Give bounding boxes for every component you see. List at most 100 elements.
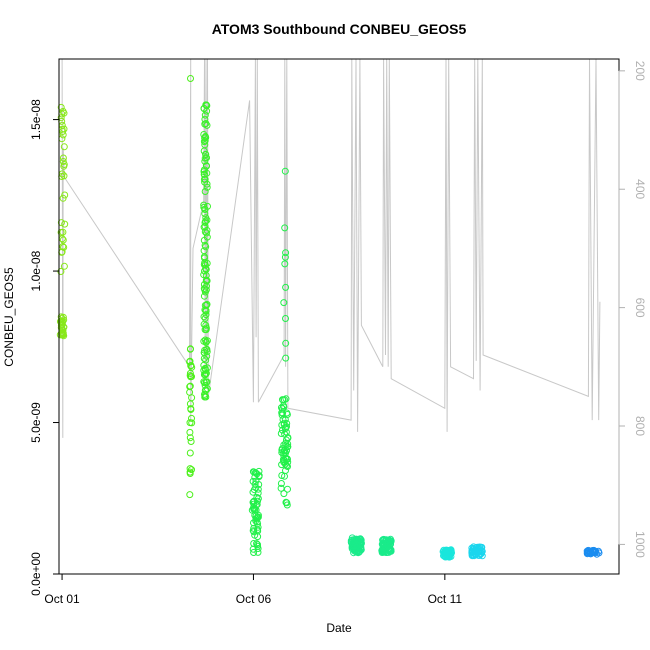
data-point xyxy=(282,339,290,347)
data-point xyxy=(201,154,209,162)
data-point xyxy=(201,115,209,123)
data-point xyxy=(250,519,257,527)
data-point xyxy=(187,438,195,445)
chart-title: ATOM3 Southbound CONBEU_GEOS5 xyxy=(212,21,467,37)
data-point xyxy=(254,523,262,531)
data-point xyxy=(478,552,486,560)
y-tick-label: 1.5e-08 xyxy=(29,99,43,140)
data-point xyxy=(284,440,292,448)
data-point xyxy=(57,103,65,111)
data-point xyxy=(201,111,209,119)
data-point xyxy=(59,158,67,165)
data-point xyxy=(203,121,211,129)
data-point xyxy=(186,383,194,391)
data-point xyxy=(200,223,208,231)
data-point xyxy=(281,167,289,175)
data-point xyxy=(202,356,210,364)
data-point xyxy=(281,430,289,438)
data-point xyxy=(250,540,258,547)
data-point xyxy=(186,400,194,408)
data-point xyxy=(186,465,194,473)
data-point xyxy=(200,105,208,113)
data-point xyxy=(281,260,289,268)
data-point xyxy=(200,337,208,345)
data-point xyxy=(201,392,209,400)
data-point xyxy=(59,236,67,244)
data-point xyxy=(202,321,210,329)
plot-frame xyxy=(58,58,620,575)
y-tick-label: 0.0e+00 xyxy=(29,552,43,596)
data-point xyxy=(468,551,476,559)
data-point xyxy=(60,162,68,170)
data-point xyxy=(201,141,209,149)
data-point xyxy=(201,306,209,314)
y-axis-label: CONBEU_GEOS5 xyxy=(2,267,16,367)
data-points xyxy=(56,75,603,561)
data-point xyxy=(445,551,453,559)
x-axis-label: Date xyxy=(326,621,352,635)
data-point xyxy=(188,414,195,422)
y2-tick-label: 600 xyxy=(633,298,647,318)
data-point xyxy=(203,348,211,356)
data-point xyxy=(59,329,67,337)
data-point xyxy=(187,373,195,381)
data-point xyxy=(284,458,292,466)
y2-tick-label: 1000 xyxy=(633,531,647,558)
data-point xyxy=(254,513,262,521)
data-point xyxy=(201,228,209,236)
data-point xyxy=(61,220,69,228)
data-point xyxy=(201,205,209,213)
data-point xyxy=(200,131,208,138)
data-point xyxy=(386,545,394,553)
data-point xyxy=(282,499,290,506)
pressure-track-line xyxy=(61,58,601,438)
data-point xyxy=(280,490,288,498)
data-point xyxy=(202,151,210,159)
data-point xyxy=(283,455,291,463)
data-point xyxy=(187,75,194,82)
data-point xyxy=(201,364,209,372)
data-point xyxy=(282,428,290,436)
data-point xyxy=(59,154,67,162)
data-point xyxy=(249,488,257,496)
data-point xyxy=(278,461,286,469)
data-point xyxy=(187,405,195,413)
data-point xyxy=(200,170,208,178)
data-point xyxy=(279,426,286,434)
data-point xyxy=(200,378,208,386)
data-point xyxy=(280,419,288,427)
data-point xyxy=(284,443,292,451)
data-point xyxy=(277,480,285,487)
data-point xyxy=(282,354,290,362)
data-point xyxy=(250,549,258,556)
data-point xyxy=(201,133,209,140)
data-point xyxy=(203,385,211,393)
data-point xyxy=(201,301,209,309)
data-point xyxy=(200,138,208,146)
data-point xyxy=(200,355,208,362)
data-point xyxy=(379,540,387,548)
data-point xyxy=(186,382,194,390)
data-point xyxy=(281,253,289,261)
data-point xyxy=(203,337,211,345)
data-point xyxy=(200,313,208,321)
data-point xyxy=(200,320,208,328)
y2-tick-label: 400 xyxy=(633,179,647,199)
data-point xyxy=(201,157,209,165)
data-point xyxy=(186,434,194,442)
data-point xyxy=(203,183,211,191)
data-point xyxy=(254,485,262,493)
data-point xyxy=(282,283,290,291)
data-point xyxy=(471,551,479,559)
pressure-track xyxy=(61,58,601,438)
data-point xyxy=(60,262,68,270)
data-point xyxy=(278,472,286,479)
data-point xyxy=(350,549,358,557)
data-point xyxy=(282,315,289,322)
data-point xyxy=(254,533,262,541)
data-point xyxy=(187,362,195,369)
data-point xyxy=(586,548,594,556)
data-point xyxy=(248,506,256,514)
data-point xyxy=(282,249,290,257)
